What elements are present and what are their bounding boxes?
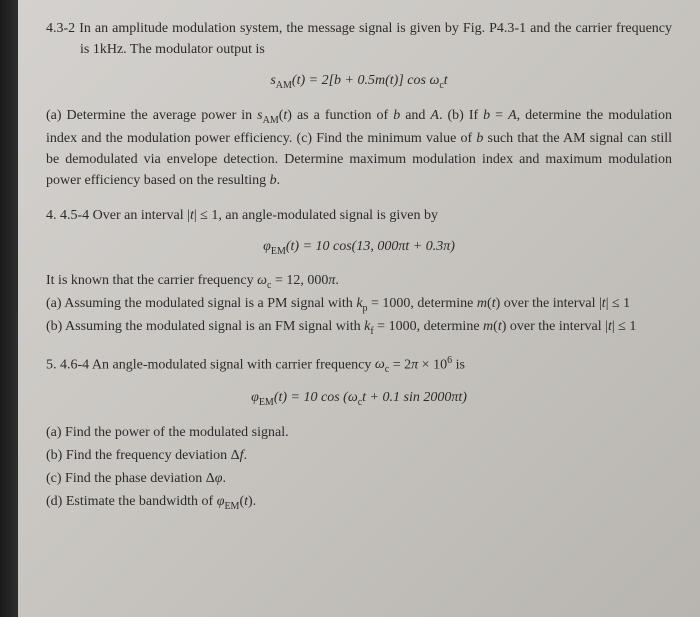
list-number: 4. (46, 208, 57, 223)
problem-intro: 4. 4.5-4 Over an interval |t| ≤ 1, an an… (80, 205, 672, 226)
part-b: (b) Assuming the modulated signal is an … (46, 316, 672, 339)
problem-number: 4.3-2 (46, 21, 79, 36)
part-d: (d) Estimate the bandwidth of φEM(t). (68, 491, 672, 514)
equation-em2: φEM(t) = 10 cos (ωct + 0.1 sin 2000πt) (46, 387, 672, 410)
equation-am: sAM(t) = 2[b + 0.5m(t)] cos ωct (46, 70, 672, 93)
known-text: It is known that the carrier frequency ω… (46, 270, 672, 293)
problem-label: 4.6-4 (60, 357, 89, 372)
problem-intro: 4.3-2 In an amplitude modulation system,… (80, 18, 672, 60)
textbook-page: 4.3-2 In an amplitude modulation system,… (18, 0, 700, 617)
problem-intro: 5. 4.6-4 An angle-modulated signal with … (80, 353, 672, 377)
problem-4-5-4: 4. 4.5-4 Over an interval |t| ≤ 1, an an… (46, 205, 672, 339)
part-a: (a) Assuming the modulated signal is a P… (46, 293, 672, 316)
intro-text: In an amplitude modulation system, the m… (79, 21, 672, 57)
part-c: (c) Find the phase deviation Δφ. (68, 468, 672, 489)
monitor-edge (0, 0, 18, 617)
equation-em1: φEM(t) = 10 cos(13, 000πt + 0.3π) (46, 236, 672, 259)
part-a: (a) Find the power of the modulated sign… (68, 422, 672, 443)
problem-label: 4.5-4 (60, 208, 89, 223)
part-b: (b) Find the frequency deviation Δf. (68, 445, 672, 466)
problem-body: (a) Determine the average power in sAM(t… (46, 105, 672, 191)
list-number: 5. (46, 357, 57, 372)
problem-4-6-4: 5. 4.6-4 An angle-modulated signal with … (46, 353, 672, 514)
problem-4-3-2: 4.3-2 In an amplitude modulation system,… (46, 18, 672, 191)
